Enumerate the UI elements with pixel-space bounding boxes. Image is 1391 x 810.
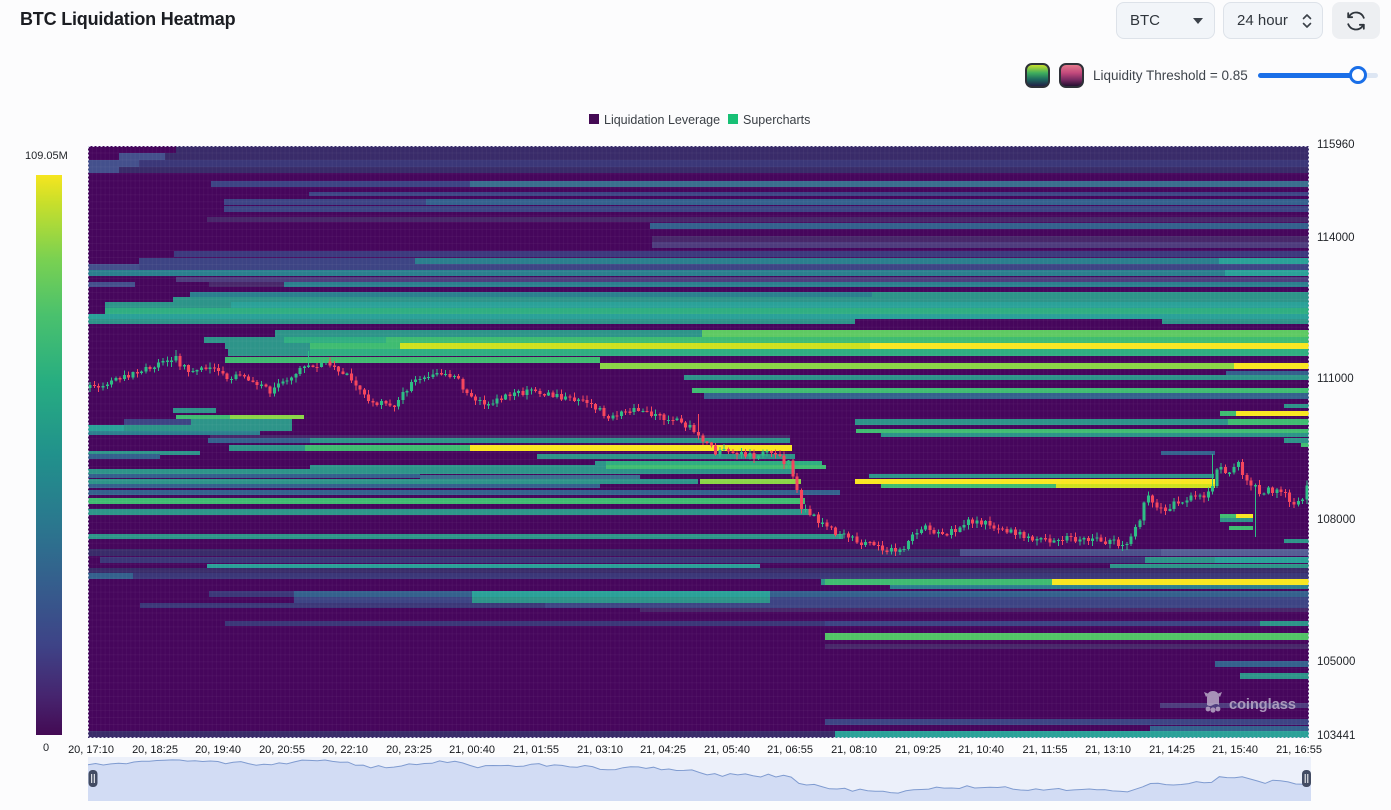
svg-text:coinglass: coinglass — [1229, 697, 1296, 713]
